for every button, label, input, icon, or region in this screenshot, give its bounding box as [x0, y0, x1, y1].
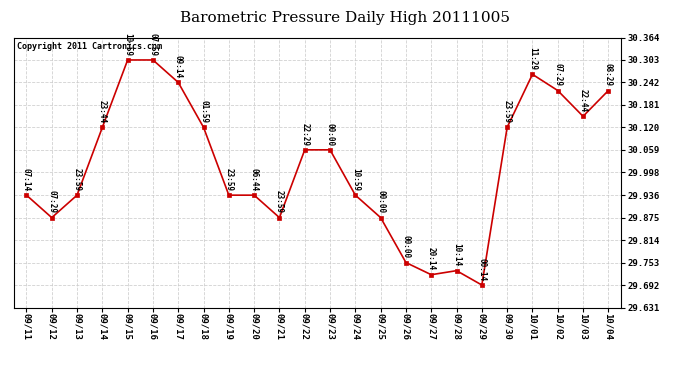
Text: 10:59: 10:59 [351, 168, 360, 191]
Text: 10:14: 10:14 [452, 243, 461, 267]
Text: Copyright 2011 Cartronics.com: Copyright 2011 Cartronics.com [17, 42, 162, 51]
Text: 23:59: 23:59 [502, 100, 512, 123]
Text: 23:59: 23:59 [275, 190, 284, 213]
Text: 06:44: 06:44 [250, 168, 259, 191]
Text: 11:29: 11:29 [528, 47, 537, 70]
Text: 10:59: 10:59 [123, 33, 132, 56]
Text: 07:14: 07:14 [22, 168, 31, 191]
Text: 00:14: 00:14 [477, 258, 486, 281]
Text: 23:44: 23:44 [98, 100, 107, 123]
Text: 23:59: 23:59 [224, 168, 233, 191]
Text: 00:00: 00:00 [402, 235, 411, 258]
Text: Barometric Pressure Daily High 20111005: Barometric Pressure Daily High 20111005 [180, 11, 510, 25]
Text: 09:14: 09:14 [174, 55, 183, 78]
Text: 23:59: 23:59 [72, 168, 81, 191]
Text: 07:29: 07:29 [47, 190, 57, 213]
Text: 01:59: 01:59 [199, 100, 208, 123]
Text: 22:29: 22:29 [300, 123, 309, 146]
Text: 22:44: 22:44 [578, 89, 588, 112]
Text: 07:59: 07:59 [148, 33, 157, 56]
Text: 20:14: 20:14 [426, 248, 436, 270]
Text: 00:00: 00:00 [376, 190, 385, 213]
Text: 08:29: 08:29 [604, 63, 613, 86]
Text: 07:29: 07:29 [553, 63, 562, 86]
Text: 00:00: 00:00 [326, 123, 335, 146]
